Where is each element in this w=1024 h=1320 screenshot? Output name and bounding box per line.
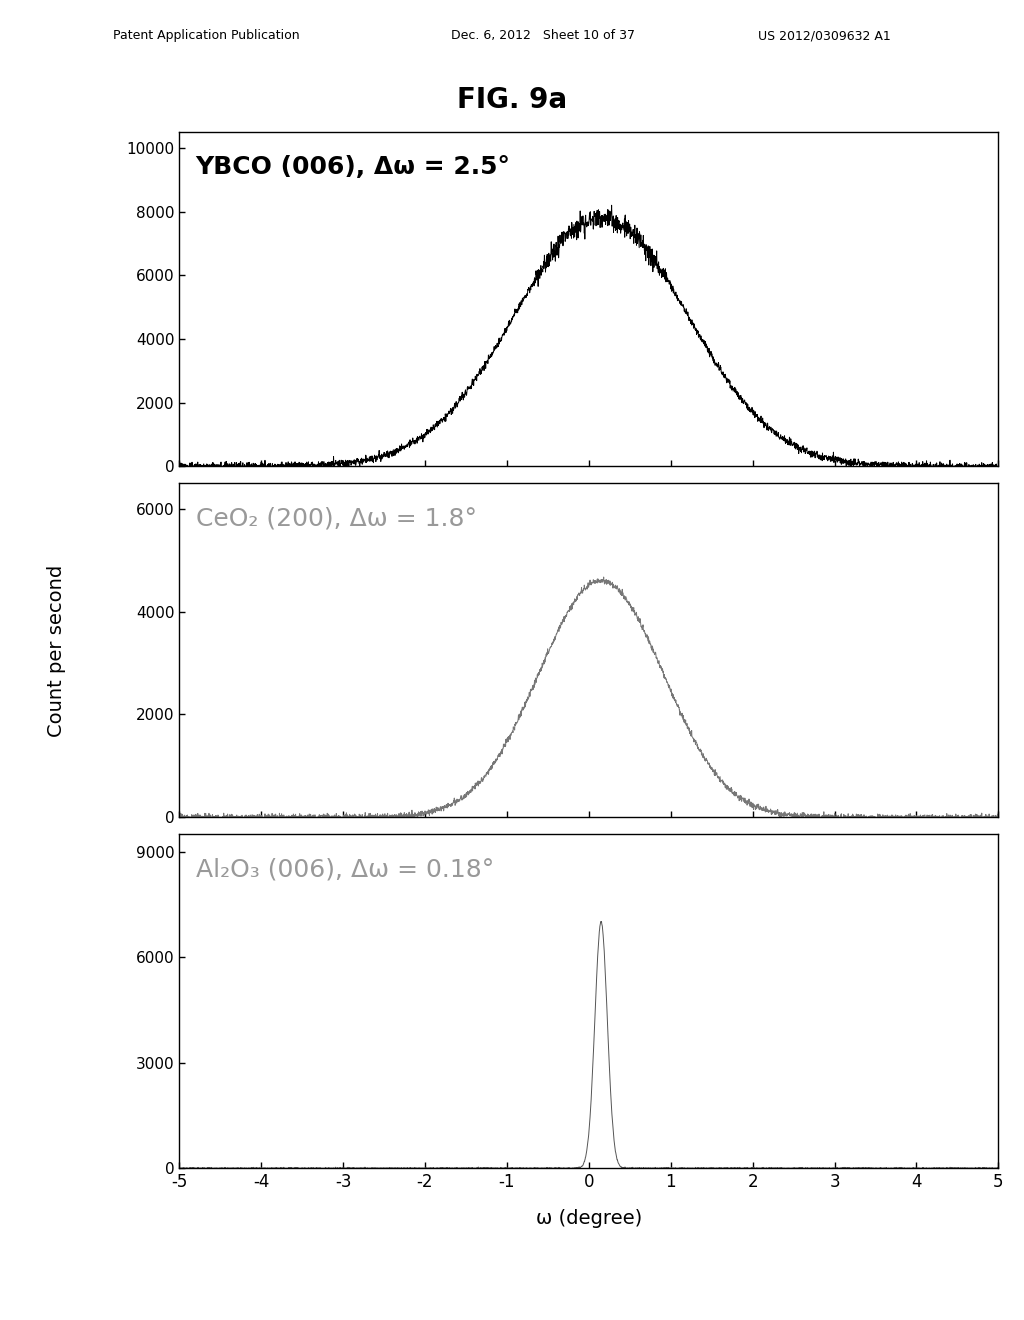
Text: Dec. 6, 2012   Sheet 10 of 37: Dec. 6, 2012 Sheet 10 of 37 bbox=[451, 29, 635, 42]
Text: CeO₂ (200), Δω = 1.8°: CeO₂ (200), Δω = 1.8° bbox=[196, 507, 476, 531]
Text: Al₂O₃ (006), Δω = 0.18°: Al₂O₃ (006), Δω = 0.18° bbox=[196, 858, 494, 882]
Text: ω (degree): ω (degree) bbox=[536, 1209, 642, 1228]
Text: YBCO (006), Δω = 2.5°: YBCO (006), Δω = 2.5° bbox=[196, 156, 511, 180]
Text: US 2012/0309632 A1: US 2012/0309632 A1 bbox=[758, 29, 891, 42]
Text: Count per second: Count per second bbox=[47, 565, 66, 737]
Text: Patent Application Publication: Patent Application Publication bbox=[113, 29, 299, 42]
Text: FIG. 9a: FIG. 9a bbox=[457, 86, 567, 114]
